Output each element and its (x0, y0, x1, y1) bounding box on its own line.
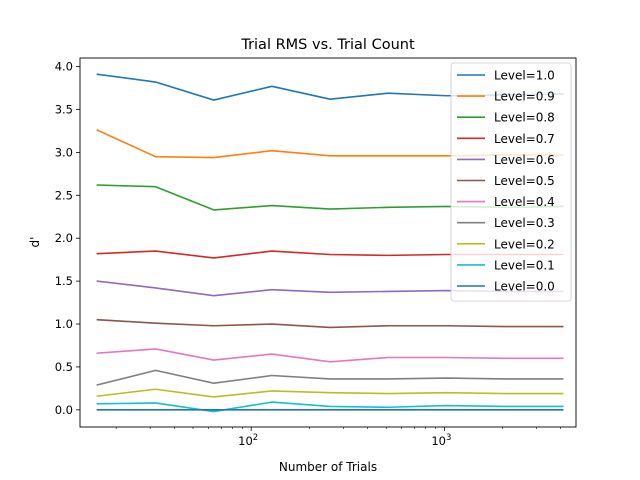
y-tick-label-6: 3.0 (55, 145, 73, 159)
legend-label-7: Level=0.3 (494, 216, 555, 230)
y-tick-label-4: 2.0 (55, 231, 73, 245)
legend-label-9: Level=0.1 (494, 258, 555, 272)
legend-label-6: Level=0.4 (494, 195, 555, 209)
legend-label-5: Level=0.5 (494, 174, 555, 188)
y-tick-label-2: 1.0 (55, 317, 73, 331)
legend-label-10: Level=0.0 (494, 280, 555, 294)
legend-label-8: Level=0.2 (494, 237, 555, 251)
y-tick-label-7: 3.5 (55, 102, 73, 116)
legend-label-4: Level=0.6 (494, 153, 555, 167)
y-axis-label: d' (28, 237, 42, 248)
x-axis-label: Number of Trials (279, 460, 377, 474)
y-tick-label-1: 0.5 (55, 360, 73, 374)
y-tick-label-5: 2.5 (55, 188, 73, 202)
legend-label-3: Level=0.7 (494, 132, 555, 146)
legend-label-1: Level=0.9 (494, 90, 555, 104)
legend-label-0: Level=1.0 (494, 69, 555, 83)
y-tick-label-0: 0.0 (55, 403, 73, 417)
chart-title: Trial RMS vs. Trial Count (240, 37, 415, 53)
y-tick-label-3: 1.5 (55, 274, 73, 288)
y-tick-label-8: 4.0 (55, 60, 73, 74)
legend-label-2: Level=0.8 (494, 111, 555, 125)
